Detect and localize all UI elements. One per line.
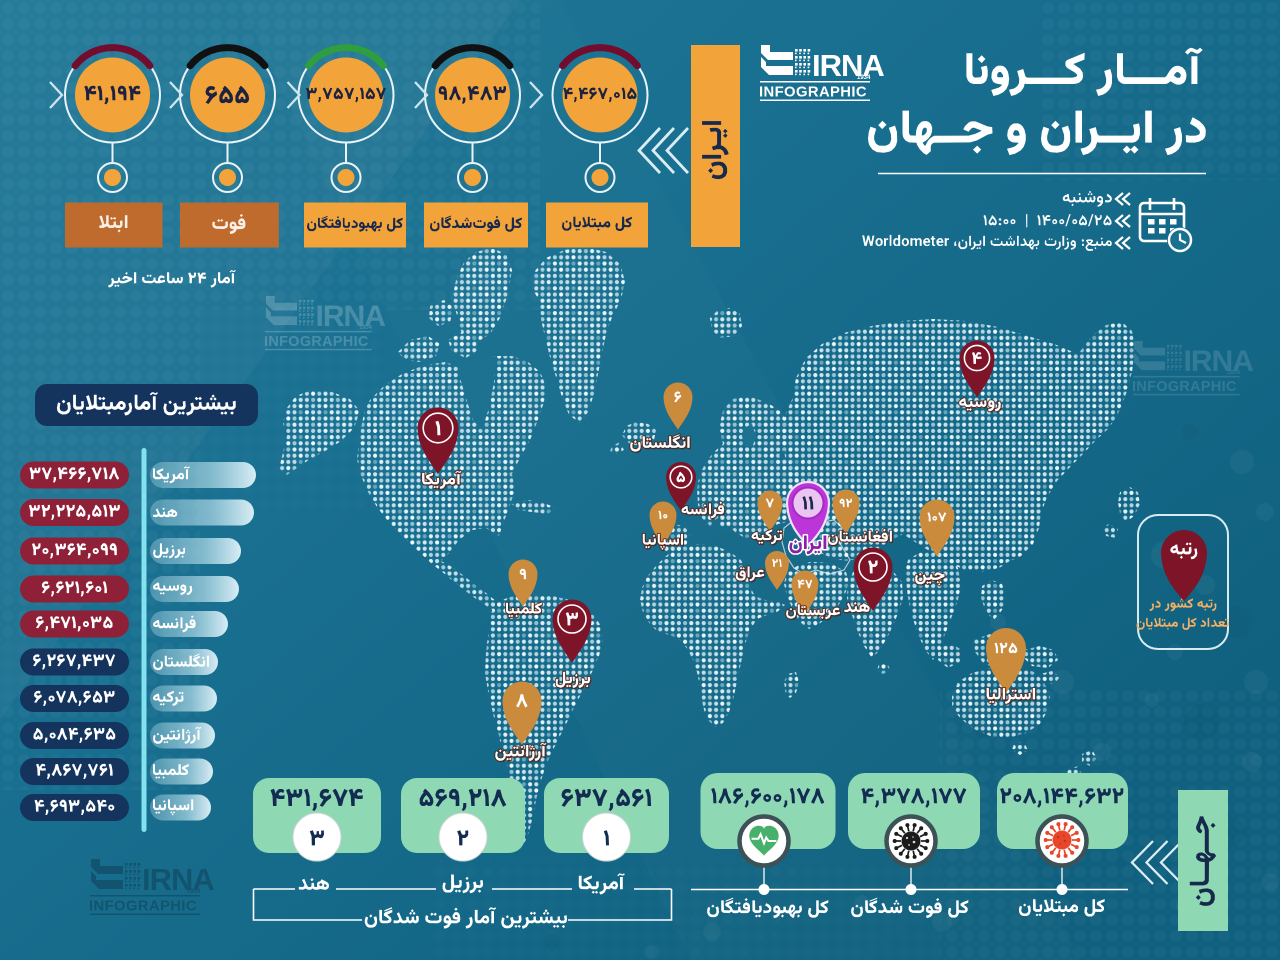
svg-text:INFOGRAPHIC: INFOGRAPHIC xyxy=(89,899,197,915)
svg-text:IRNA: IRNA xyxy=(812,48,884,83)
svg-text:IRNA: IRNA xyxy=(315,300,385,333)
svg-text:INFOGRAPHIC: INFOGRAPHIC xyxy=(1132,379,1237,395)
svg-text:1934: 1934 xyxy=(187,889,201,895)
svg-text:1934: 1934 xyxy=(359,325,373,331)
svg-text:1934: 1934 xyxy=(857,75,871,81)
svg-text:INFOGRAPHIC: INFOGRAPHIC xyxy=(264,334,369,350)
svg-text:1934: 1934 xyxy=(1227,370,1241,376)
svg-text:IRNA: IRNA xyxy=(1183,345,1253,378)
svg-text:IRNA: IRNA xyxy=(142,862,214,897)
svg-text:INFOGRAPHIC: INFOGRAPHIC xyxy=(759,85,867,101)
